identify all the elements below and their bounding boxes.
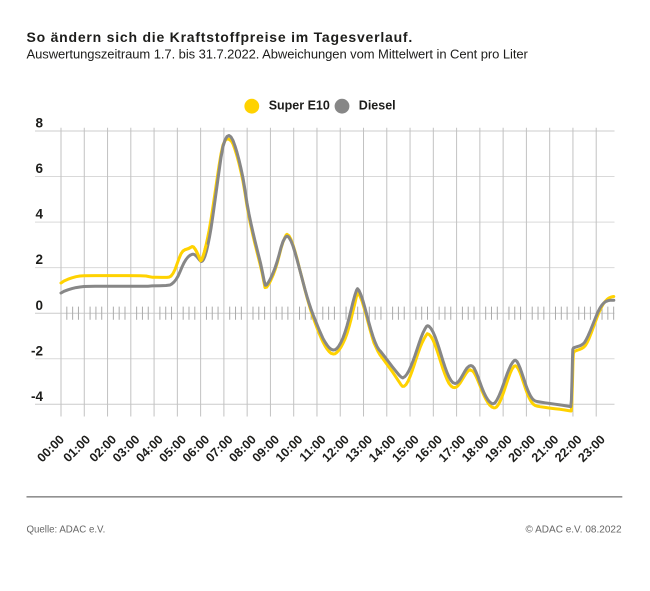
svg-text:0: 0: [35, 298, 43, 313]
svg-text:6: 6: [35, 161, 43, 176]
svg-text:-2: -2: [31, 343, 43, 358]
svg-text:4: 4: [35, 207, 43, 222]
svg-text:© ADAC e.V. 08.2022: © ADAC e.V. 08.2022: [526, 525, 622, 536]
svg-text:Diesel: Diesel: [359, 99, 396, 113]
svg-text:2: 2: [35, 252, 43, 267]
svg-text:So ändern sich die Kraftstoffp: So ändern sich die Kraftstoffpreise im T…: [27, 29, 414, 45]
svg-text:-4: -4: [31, 389, 43, 404]
svg-text:Quelle: ADAC e.V.: Quelle: ADAC e.V.: [27, 525, 106, 536]
svg-text:Super E10: Super E10: [269, 99, 330, 113]
svg-text:8: 8: [35, 116, 43, 131]
svg-text:Auswertungszeitraum 1.7. bis 3: Auswertungszeitraum 1.7. bis 31.7.2022. …: [27, 46, 529, 61]
